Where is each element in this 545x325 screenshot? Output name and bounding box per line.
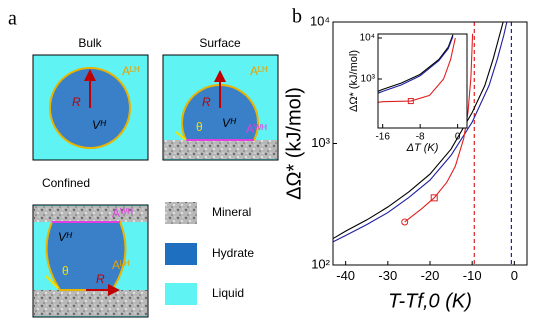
x-tick-label: -40 [336,268,355,283]
volume-label: Vᴴ [222,116,237,130]
legend-label: Hydrate [212,246,254,260]
y-tick-label: 10³ [361,74,376,85]
curve [333,22,508,243]
panel-label: b [292,6,302,28]
chart: -16 -8 0 10³ 10⁴ ΔT (K) ΔΩ* (kJ/mol) [348,33,468,154]
y-tick-label: 10⁴ [360,33,375,44]
panel-title: Surface [199,36,241,50]
angle-line [45,275,59,289]
plot-area [378,34,467,128]
area-label: Aᴸᴴ [112,258,129,272]
legend-swatch [165,243,197,265]
volume-label: Vᴴ [58,230,73,244]
plot [333,22,512,265]
y-axis-label: ΔΩ* (kJ/mol) [283,87,305,200]
radius-label: R [202,95,211,109]
angle-line [175,131,187,141]
curve [378,37,456,103]
volume-label: Vᴴ [92,118,107,132]
y-tick-label: 10⁴ [310,13,330,28]
legend-swatch [165,283,197,305]
area-label: Aᵂᴴ [112,206,133,220]
y-tick-label: 10³ [311,135,330,150]
plot [378,34,456,105]
radius-label: R [72,95,81,109]
radius-label: R [96,272,105,286]
hydrate [181,84,259,141]
legend-label: Liquid [212,286,244,300]
x-tick-label: -30 [378,268,397,283]
panel-title: Bulk [78,36,102,50]
axes-frame [377,33,468,129]
area-label: Aᵂᴴ [246,122,267,136]
mineral [164,140,277,159]
area-label: Aᴸᴴ [122,64,139,78]
legend-swatch [165,202,197,224]
mineral [34,206,147,222]
marker [401,218,409,226]
y-axis-label: ΔΩ* (kJ/mol) [348,50,360,112]
curve [333,22,504,240]
angle-label: θ [196,120,203,134]
area-label: Aᴸᴴ [250,64,267,78]
panel-label: a [8,8,17,30]
x-tick-label: -10 [463,268,482,283]
x-tick-label: -16 [375,132,390,143]
x-tick-label: 0 [455,132,461,143]
legend-label: Mineral [212,205,251,219]
y-tick-label: 10² [311,256,330,271]
x-tick-label: -8 [416,132,425,143]
marker [430,194,438,202]
curve [378,36,454,94]
panel-title: Confined [42,176,90,190]
curve [404,33,474,223]
x-tick-label: -20 [421,268,440,283]
marker [407,98,414,105]
x-axis-label: T-Tf,0 (K) [388,290,472,312]
x-tick-label: 0 [511,268,518,283]
x-axis-label: ΔT (K) [406,142,439,154]
mineral [34,290,147,316]
angle-label: θ [62,264,69,278]
